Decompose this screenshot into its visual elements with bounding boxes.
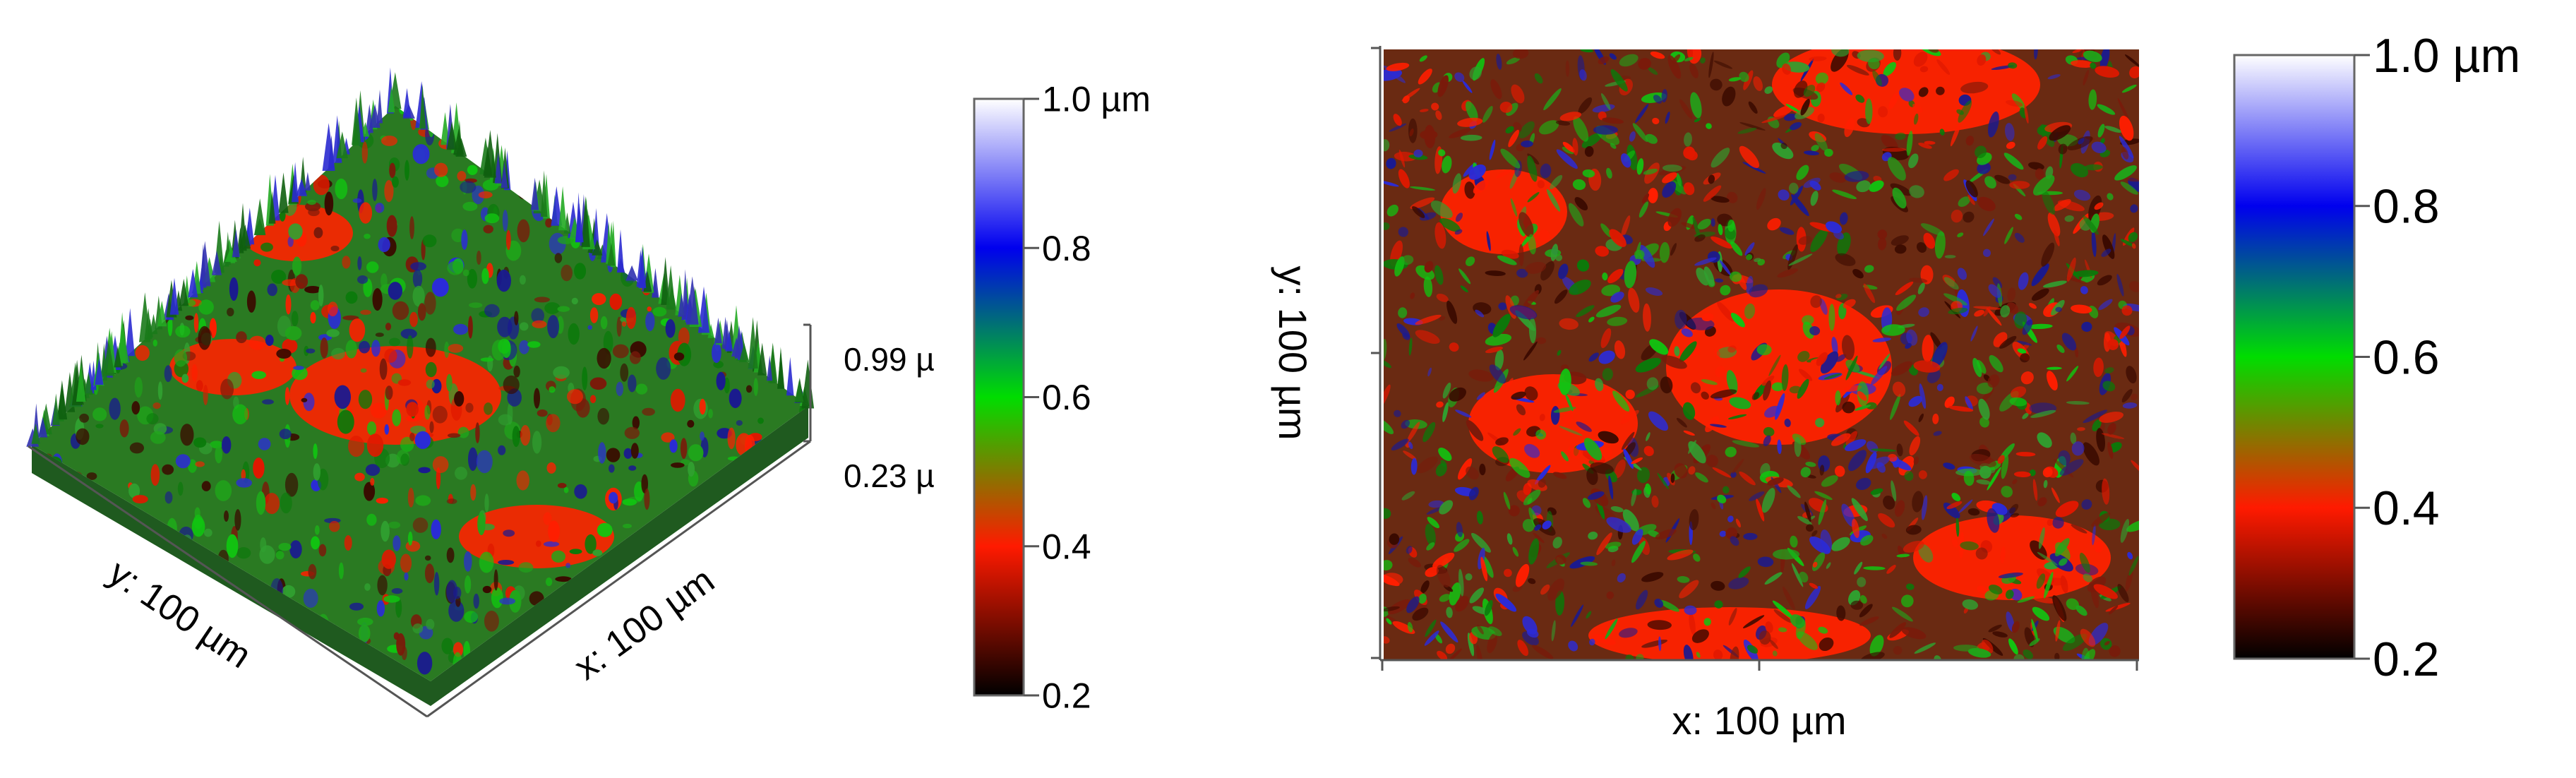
colorbar-left: 1.0 µm 0.8 0.6 0.4 0.2 [973, 80, 1151, 716]
colorbar-tick-label: 0.8 [2373, 180, 2440, 234]
map-x-label: x: 100 µm [1672, 698, 1846, 743]
surface-3d-plot: y: 100 µm x: 100 µm 0.99 µ 0.23 µ [26, 67, 935, 718]
height-map-2d-plot: x: 100 µm y: 100 µm [1271, 46, 2139, 743]
colorbar-tick-label: 0.8 [1042, 229, 1091, 268]
colorbar-tick-label: 0.6 [1042, 378, 1091, 417]
z-max-label: 0.99 µ [844, 341, 935, 378]
colorbar-left-gradient [973, 97, 1025, 697]
surface-3d-x-axis [426, 440, 811, 718]
colorbar-tick-label: 1.0 µm [1042, 80, 1151, 119]
colorbar-tick-label: 0.4 [1042, 527, 1091, 566]
map-y-label: y: 100 µm [1271, 265, 1315, 440]
colorbar-right: 1.0 µm 0.8 0.6 0.4 0.2 [2233, 29, 2520, 686]
colorbar-tick-label: 0.4 [2373, 481, 2440, 535]
surface-3d-base [32, 406, 808, 706]
colorbar-right-gradient [2233, 54, 2356, 660]
z-min-label: 0.23 µ [844, 457, 935, 494]
colorbar-tick-label: 0.2 [1042, 676, 1091, 716]
surface-3d-y-axis [28, 445, 428, 718]
colorbar-tick-label: 0.6 [2373, 330, 2440, 384]
colorbar-tick-label: 1.0 µm [2373, 29, 2520, 83]
colorbar-tick-label: 0.2 [2373, 633, 2440, 686]
